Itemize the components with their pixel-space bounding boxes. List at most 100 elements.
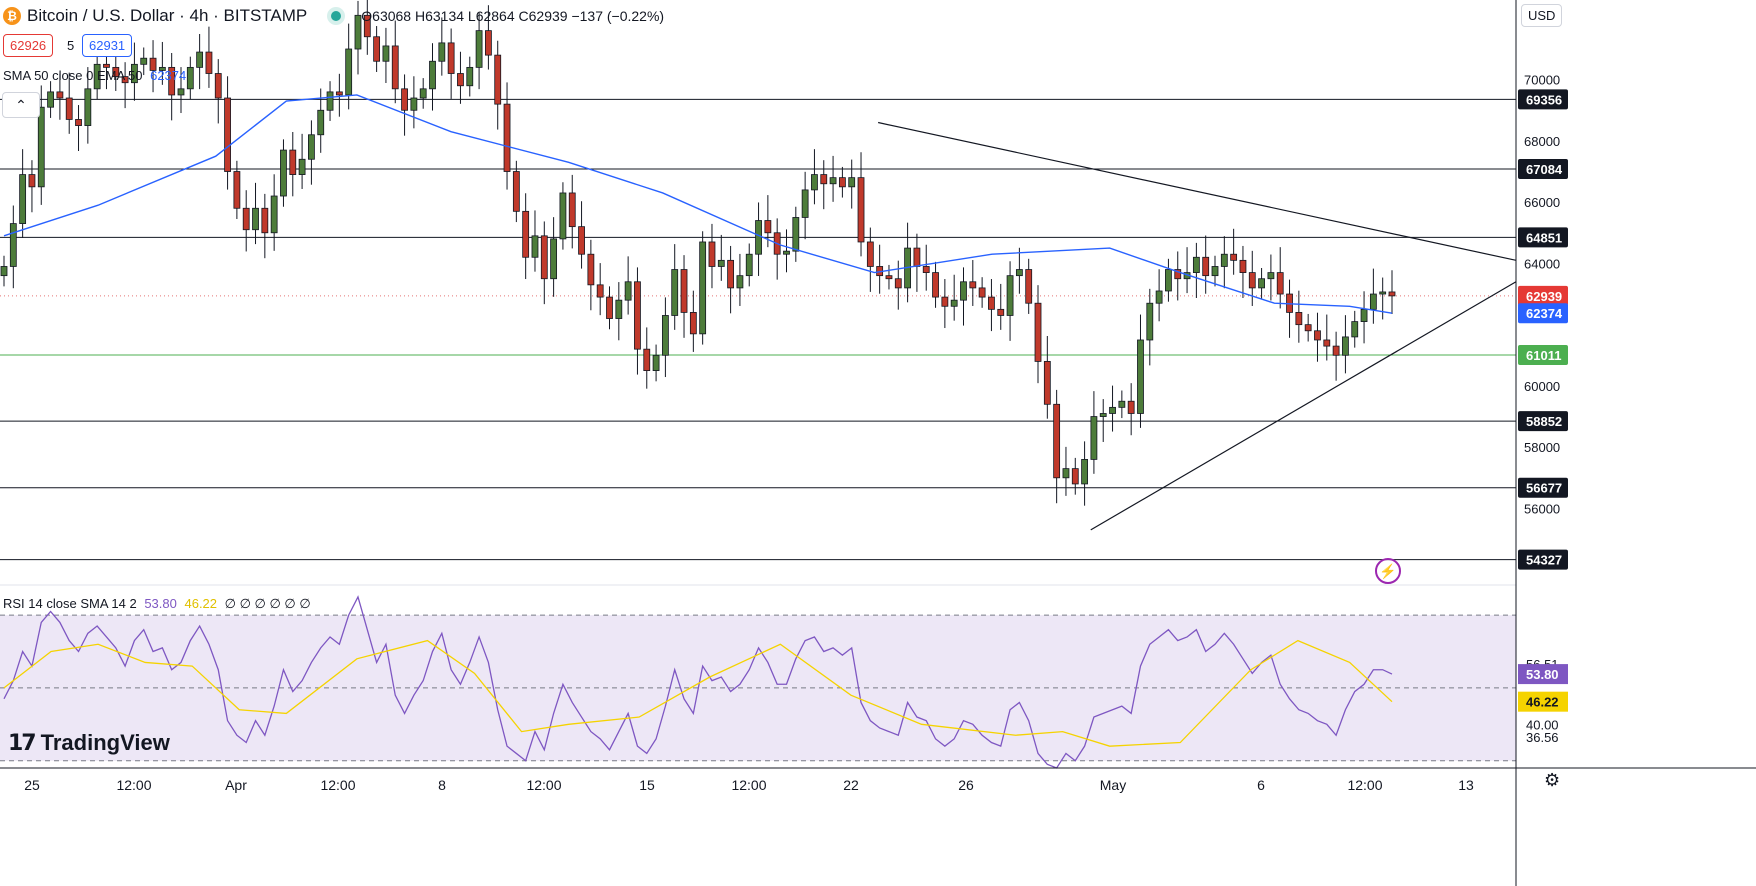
candle[interactable] [186, 56, 194, 100]
candle[interactable] [1071, 457, 1079, 495]
candle[interactable] [1025, 258, 1033, 314]
candle[interactable] [1006, 261, 1014, 341]
candle[interactable] [885, 264, 893, 290]
candle[interactable] [419, 78, 427, 109]
candle[interactable] [475, 12, 483, 90]
candle[interactable] [606, 286, 613, 330]
candle[interactable] [280, 139, 287, 207]
candle[interactable] [1239, 245, 1247, 299]
candle[interactable] [438, 17, 446, 76]
candle[interactable] [196, 33, 204, 90]
candle[interactable] [56, 73, 64, 120]
candle[interactable] [941, 279, 949, 329]
candle[interactable] [1015, 247, 1023, 294]
candle[interactable] [792, 206, 800, 262]
candle[interactable] [149, 40, 157, 93]
candle[interactable] [503, 82, 511, 190]
candle[interactable] [1220, 236, 1228, 289]
symbol-header[interactable]: ₿ Bitcoin / U.S. Dollar · 4h · BITSTAMP … [3, 6, 664, 26]
candle[interactable] [214, 59, 222, 124]
candle[interactable] [1295, 290, 1303, 343]
candle[interactable] [997, 283, 1005, 330]
candle[interactable] [205, 26, 213, 88]
candle[interactable] [512, 160, 520, 223]
candle[interactable] [1137, 314, 1144, 428]
candle[interactable] [522, 193, 530, 280]
sma-50-line[interactable] [3, 94, 1393, 314]
candle[interactable] [410, 76, 418, 129]
candle[interactable] [1342, 315, 1349, 374]
rsi-pane[interactable] [0, 595, 1516, 769]
price-pane[interactable] [0, 0, 1517, 586]
candle[interactable] [373, 26, 381, 72]
candle[interactable] [1118, 390, 1126, 419]
candle[interactable] [643, 327, 651, 389]
candle[interactable] [596, 263, 604, 316]
candle[interactable] [391, 20, 399, 104]
candle[interactable] [242, 190, 250, 252]
candle[interactable] [950, 274, 958, 321]
candle[interactable] [1127, 383, 1135, 436]
candle[interactable] [1192, 242, 1200, 299]
candle[interactable] [335, 73, 343, 117]
candle[interactable] [326, 81, 334, 121]
candle[interactable] [820, 160, 828, 210]
candle[interactable] [289, 132, 297, 197]
candle[interactable] [587, 239, 595, 311]
candle[interactable] [308, 120, 315, 185]
candle[interactable] [866, 227, 874, 292]
candle[interactable] [634, 267, 641, 375]
candle[interactable] [19, 149, 27, 238]
rsi-sma-badge[interactable]: 46.22 [1518, 691, 1568, 712]
candle[interactable] [494, 40, 502, 130]
candle[interactable] [1314, 312, 1321, 362]
level-price-badge[interactable]: 61011 [1518, 344, 1568, 365]
candle[interactable] [382, 27, 390, 84]
candle[interactable] [1267, 254, 1275, 301]
candle[interactable] [1062, 446, 1070, 496]
candle[interactable] [1202, 235, 1210, 294]
candle[interactable] [1165, 258, 1172, 302]
sma-indicator-legend[interactable]: SMA 50 close 0 EMA 50 62374 [3, 68, 186, 83]
candle[interactable] [447, 28, 455, 99]
rsi-sma-line[interactable] [3, 639, 1393, 747]
candle[interactable] [261, 193, 269, 259]
candle[interactable] [568, 174, 576, 249]
candle[interactable] [689, 290, 697, 352]
candle[interactable] [252, 182, 259, 245]
rsi-value-badge[interactable]: 53.80 [1518, 664, 1568, 685]
candle[interactable] [1174, 251, 1182, 301]
candle[interactable] [1155, 269, 1163, 322]
tradingview-logo[interactable]: 17 TradingView [8, 730, 170, 756]
candle[interactable] [0, 255, 8, 287]
candle[interactable] [960, 267, 967, 326]
candle[interactable] [1109, 385, 1116, 432]
candle[interactable] [1034, 285, 1042, 384]
lightning-alert-icon[interactable]: ⚡ [1375, 558, 1401, 584]
candle[interactable] [131, 42, 138, 101]
candle[interactable] [84, 67, 92, 144]
rsi-line[interactable] [3, 595, 1393, 769]
candle[interactable] [829, 155, 837, 202]
candle[interactable] [485, 5, 492, 70]
sma-price-badge[interactable]: 62374 [1518, 303, 1568, 324]
candle[interactable] [1146, 288, 1154, 366]
ask-price-badge[interactable]: 62931 [82, 34, 133, 57]
trendline[interactable] [877, 121, 1517, 261]
candle[interactable] [65, 72, 73, 134]
candle[interactable] [1351, 310, 1359, 348]
settings-gear-icon[interactable]: ⚙ [1544, 770, 1561, 790]
candle[interactable] [708, 223, 716, 289]
candle[interactable] [1248, 250, 1256, 306]
candle[interactable] [1323, 314, 1331, 361]
candle[interactable] [988, 279, 995, 332]
candle[interactable] [764, 195, 772, 248]
candle[interactable] [363, 0, 371, 55]
candle[interactable] [922, 244, 930, 291]
candle[interactable] [783, 229, 790, 273]
candle[interactable] [736, 253, 744, 306]
candle[interactable] [671, 244, 679, 330]
candle[interactable] [1304, 313, 1312, 342]
candle[interactable] [1276, 247, 1284, 309]
candle[interactable] [466, 56, 474, 97]
